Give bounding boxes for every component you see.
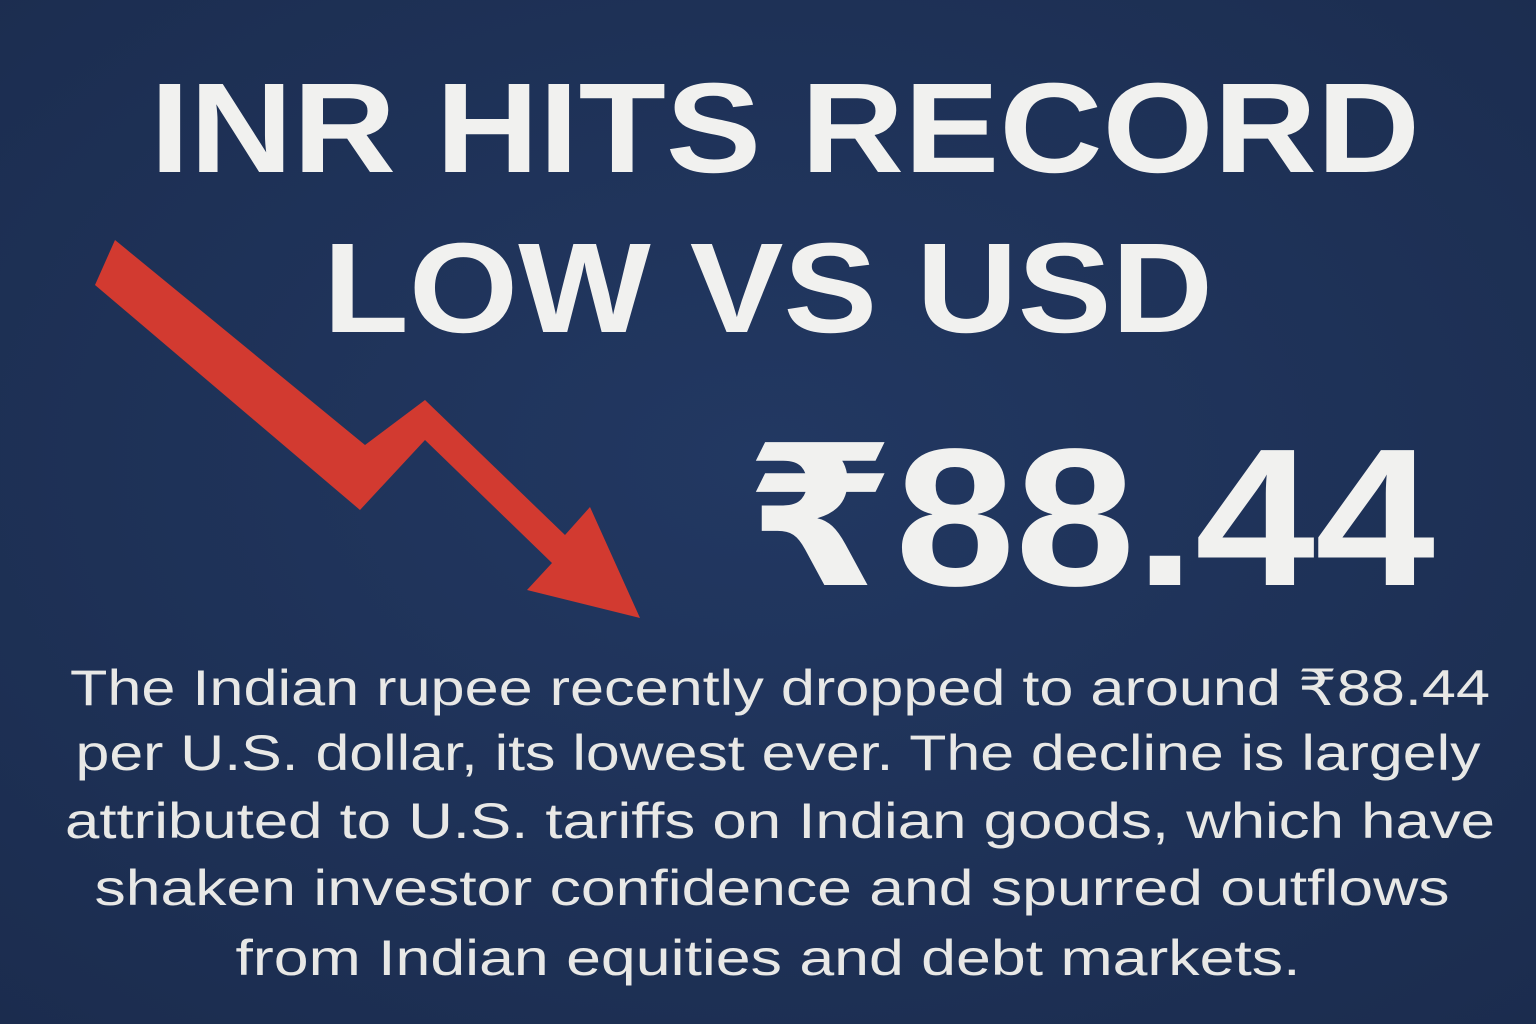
body-line: shaken investor confidence and spurred o…: [95, 860, 1450, 916]
body-line: from Indian equities and debt markets.: [236, 930, 1301, 986]
title-line: INR HITS RECORD: [150, 57, 1420, 200]
body-line: The Indian rupee recently dropped to aro…: [70, 660, 1490, 716]
body-text: The Indian rupee recently dropped to aro…: [65, 660, 1495, 986]
title-line: LOW VS USD: [323, 217, 1213, 360]
down-arrow: [95, 240, 640, 618]
price: ₹88.44: [745, 408, 1435, 627]
body-line: per U.S. dollar, its lowest ever. The de…: [76, 725, 1481, 781]
body-line: attributed to U.S. tariffs on Indian goo…: [65, 793, 1495, 849]
